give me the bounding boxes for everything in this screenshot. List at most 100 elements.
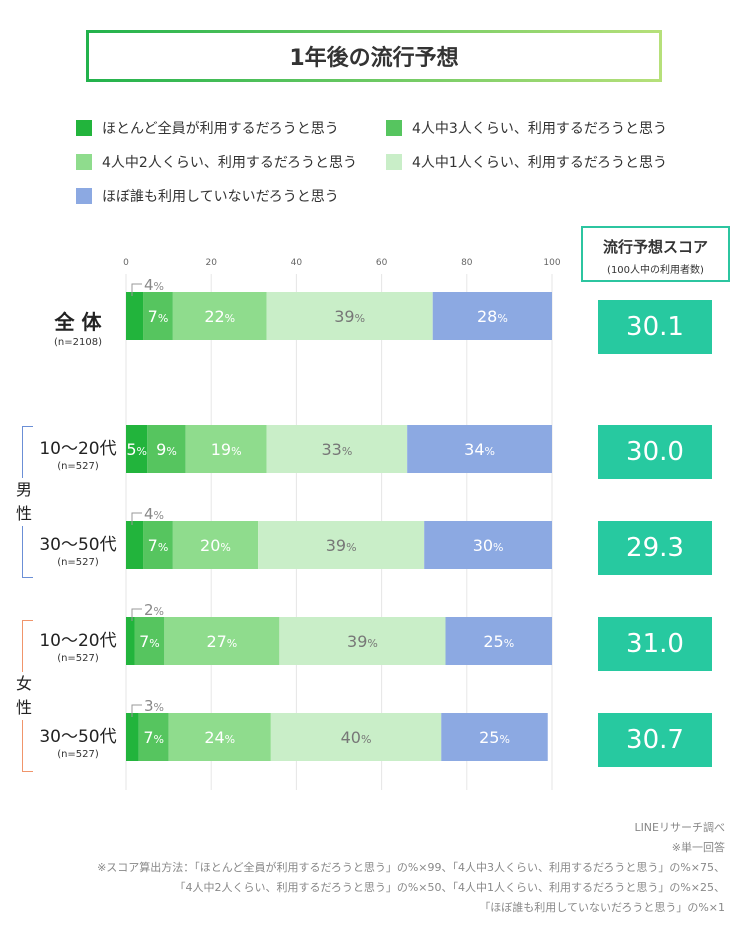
callout-line — [131, 704, 142, 717]
row-label-n: (n=527) — [57, 557, 99, 568]
score-value: 29.3 — [598, 521, 712, 575]
legend-item: 4人中1人くらい、利用するだろうと思う — [386, 152, 667, 172]
row-label: 10〜20代 (n=527) — [28, 434, 128, 472]
data-label: 25% — [479, 728, 510, 747]
data-label: 27% — [206, 632, 237, 651]
row-label-main: 10〜20代 — [39, 631, 117, 651]
callout-line — [131, 283, 142, 296]
bar-segment — [126, 425, 148, 473]
data-label: 39% — [347, 632, 378, 651]
bar-segment — [185, 425, 267, 473]
bar-segment — [279, 617, 446, 665]
footnote: ※スコア算出方法：「ほとんど全員が利用するだろうと思う」の%×99、「4人中3人… — [97, 861, 725, 874]
data-label: 7% — [143, 728, 164, 747]
legend-item: ほぼ誰も利用していないだろうと思う — [76, 186, 339, 206]
group-label-female: 女 性 — [14, 672, 34, 720]
footnotes: LINEリサーチ調べ ※単一回答 ※スコア算出方法：「ほとんど全員が利用するだろ… — [97, 818, 725, 918]
data-label: 4% — [144, 276, 164, 294]
x-tick-label: 80 — [461, 258, 473, 268]
bar-segment — [164, 617, 280, 665]
legend-item: ほとんど全員が利用するだろうと思う — [76, 118, 339, 138]
bar-segment — [138, 713, 169, 761]
x-tick-label: 100 — [543, 258, 560, 268]
bar-segment — [143, 292, 173, 340]
bar-segment — [126, 713, 139, 761]
data-label: 7% — [148, 307, 169, 326]
bar-segment — [445, 617, 552, 665]
bar-segment — [168, 713, 271, 761]
legend-item: 4人中3人くらい、利用するだろうと思う — [386, 118, 667, 138]
data-label: 22% — [204, 307, 235, 326]
data-label: 7% — [139, 632, 160, 651]
legend-swatch — [386, 120, 402, 136]
data-label: 5% — [126, 440, 147, 459]
chart-title: 1年後の流行予想 — [86, 30, 662, 82]
bar-segment — [172, 292, 267, 340]
score-value: 30.1 — [598, 300, 712, 354]
bar-segment — [143, 521, 173, 569]
bar-segment — [407, 425, 552, 473]
row-label-main: 30〜50代 — [39, 727, 117, 747]
legend-item: 4人中2人くらい、利用するだろうと思う — [76, 152, 357, 172]
group-label-bottom: 性 — [15, 504, 32, 523]
data-label: 7% — [148, 536, 169, 555]
data-label: 24% — [204, 728, 235, 747]
data-label: 33% — [321, 440, 352, 459]
data-label: 39% — [326, 536, 357, 555]
legend-swatch — [76, 120, 92, 136]
bar-segment — [126, 617, 135, 665]
data-label: 2% — [144, 601, 164, 619]
footnote: 「ほぼ誰も利用していないだろうと思う」の%×1 — [479, 901, 725, 914]
legend-swatch — [76, 188, 92, 204]
data-label: 40% — [341, 728, 372, 747]
row-label-n: (n=527) — [57, 749, 99, 760]
data-label: 19% — [211, 440, 242, 459]
bar-segment — [270, 713, 442, 761]
footnote: LINEリサーチ調べ — [634, 821, 725, 834]
legend-label: ほとんど全員が利用するだろうと思う — [102, 121, 339, 137]
legend-label: 4人中2人くらい、利用するだろうと思う — [102, 155, 357, 171]
row-label: 全 体 (n=2108) — [28, 306, 128, 348]
data-label: 39% — [334, 307, 365, 326]
bar-segment — [258, 521, 425, 569]
bar-segment — [424, 521, 552, 569]
callout-line — [131, 512, 142, 525]
bar-segment — [147, 425, 186, 473]
group-label-bottom: 性 — [15, 698, 32, 717]
row-label-main: 全 体 — [54, 310, 102, 334]
data-label: 28% — [477, 307, 508, 326]
score-header-title: 流行予想スコア — [602, 238, 708, 256]
score-header-subtitle: (100人中の利用者数) — [607, 265, 704, 276]
bar-segment — [441, 713, 548, 761]
legend-label: ほぼ誰も利用していないだろうと思う — [102, 189, 339, 205]
row-label: 10〜20代 (n=527) — [28, 626, 128, 664]
score-value: 30.0 — [598, 425, 712, 479]
row-label-n: (n=527) — [57, 461, 99, 472]
legend-swatch — [386, 154, 402, 170]
data-label: 30% — [473, 536, 504, 555]
data-label: 4% — [144, 505, 164, 523]
legend-swatch — [76, 154, 92, 170]
bar-segment — [126, 292, 144, 340]
bar-segment — [266, 292, 433, 340]
x-tick-label: 40 — [291, 258, 303, 268]
bar-segment — [172, 521, 259, 569]
data-label: 3% — [144, 697, 164, 715]
score-value: 30.7 — [598, 713, 712, 767]
bar-segment — [432, 292, 552, 340]
x-tick-label: 60 — [376, 258, 388, 268]
legend-label: 4人中3人くらい、利用するだろうと思う — [412, 121, 667, 137]
footnote: ※単一回答 — [671, 841, 725, 854]
data-label: 20% — [200, 536, 231, 555]
group-label-top: 女 — [15, 674, 32, 693]
footnote: 「4人中2人くらい、利用するだろうと思う」の%×50、「4人中1人くらい、利用す… — [174, 881, 725, 894]
x-tick-label: 0 — [123, 258, 129, 268]
score-header: 流行予想スコア (100人中の利用者数) — [581, 226, 730, 282]
row-label-main: 10〜20代 — [39, 439, 117, 459]
row-label-n: (n=2108) — [54, 337, 102, 348]
row-label-main: 30〜50代 — [39, 535, 117, 555]
group-label-male: 男 性 — [14, 478, 34, 526]
bar-segment — [266, 425, 408, 473]
score-value: 31.0 — [598, 617, 712, 671]
